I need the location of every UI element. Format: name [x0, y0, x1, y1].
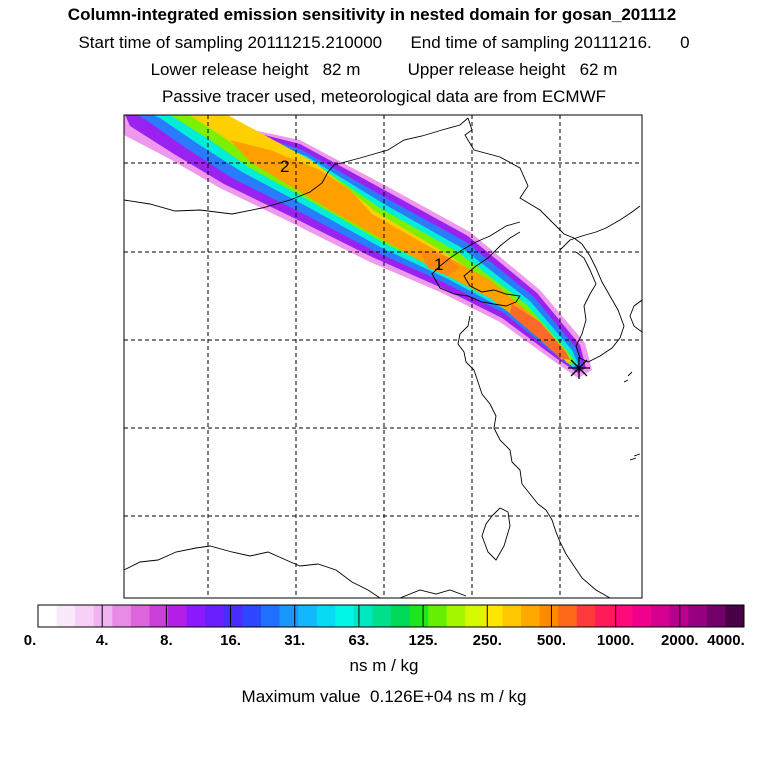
- colorbar-tick-label: 63.: [348, 632, 370, 649]
- colorbar-tick-label: 125.: [408, 632, 438, 649]
- colorbar-swatch: [558, 605, 578, 627]
- colorbar-swatch: [242, 605, 262, 627]
- colorbar-swatch: [446, 605, 466, 627]
- colorbar-swatch: [521, 605, 541, 627]
- maximum-value-text: Maximum value 0.126E+04 ns m / kg: [241, 687, 527, 706]
- colorbar-tick-label: 500.: [536, 632, 567, 649]
- colorbar-swatch: [539, 605, 559, 627]
- colorbar-swatch: [75, 605, 95, 627]
- colorbar-swatch: [688, 605, 708, 627]
- plume-label-2: 2: [280, 157, 289, 176]
- map-area: [124, 115, 642, 598]
- plume-contour-green: [168, 115, 575, 365]
- plume-max-core: [510, 304, 570, 360]
- colorbar-swatch: [576, 605, 596, 627]
- receptor-marker: [568, 357, 590, 379]
- tracer-info-line: Passive tracer used, meteorological data…: [161, 87, 607, 106]
- map-frame: [123, 114, 643, 599]
- colorbar-swatch: [669, 605, 689, 627]
- colorbar-swatch: [502, 605, 522, 627]
- colorbar-swatch: [149, 605, 169, 627]
- colorbar-swatch: [651, 605, 671, 627]
- colorbar-swatch: [186, 605, 206, 627]
- colorbar-swatch: [372, 605, 392, 627]
- colorbar-swatch: [353, 605, 373, 627]
- colorbar-swatch: [130, 605, 150, 627]
- colorbar-swatch: [168, 605, 188, 627]
- colorbar-swatch: [205, 605, 225, 627]
- colorbar-swatch: [613, 605, 634, 627]
- colorbar-swatch: [223, 605, 243, 627]
- colorbar-tick-label: 16.: [220, 632, 241, 649]
- colorbar-tick-label: 2000.: [661, 632, 699, 649]
- colorbar-swatch: [428, 605, 448, 627]
- mongolia-border: [124, 117, 469, 215]
- colorbar-tick-label: 250.: [472, 632, 502, 649]
- colorbar-tick-label: 8.: [160, 632, 173, 649]
- taiwan: [481, 507, 511, 561]
- colorbar-swatch: [725, 605, 745, 627]
- colorbar-tick-label: 31.: [284, 632, 306, 649]
- colorbar-swatch: [465, 605, 485, 627]
- colorbar-swatch: [316, 605, 336, 627]
- plume-contour-orange: [230, 140, 566, 360]
- colorbar-swatch: [38, 605, 58, 627]
- colorbar-swatch: [260, 605, 281, 627]
- china-korea-border: [464, 117, 583, 245]
- graticule: [124, 115, 642, 598]
- colorbar-swatch: [409, 605, 429, 627]
- colorbar-tick-label: 4000.: [707, 632, 745, 649]
- south-border: [399, 589, 467, 598]
- plume-label-1: 1: [434, 255, 443, 274]
- colorbar-swatch: [483, 605, 503, 627]
- colorbar-swatch: [93, 605, 113, 627]
- korea-peninsula: [559, 205, 641, 363]
- colorbar-units: ns m / kg: [349, 656, 419, 675]
- japan-coast: [629, 299, 642, 333]
- plume-contour-blue: [137, 115, 582, 370]
- south-china-coast: [537, 503, 611, 598]
- colorbar-swatch: [391, 605, 411, 627]
- colorbar-swatch: [595, 605, 615, 627]
- sensitivity-plume: [124, 115, 592, 378]
- colorbar-swatch: [335, 605, 355, 627]
- okinawa-islands: [623, 371, 641, 461]
- colorbar-swatch: [706, 605, 726, 627]
- coastlines: [124, 117, 642, 598]
- colorbar-tick-label: 4.: [95, 632, 109, 649]
- bohai-coast: [431, 221, 521, 307]
- colorbar-frame: [37, 604, 745, 628]
- colorbar-swatch: [632, 605, 652, 627]
- figure-title: Column-integrated emission sensitivity i…: [67, 5, 677, 24]
- colorbar-tick-label: 1000.: [596, 632, 635, 649]
- colorbar-tick-label: 0.: [23, 632, 37, 649]
- colorbar-swatch: [56, 605, 76, 627]
- plume-contour-cyan: [153, 115, 578, 367]
- colorbar-swatch: [279, 605, 299, 627]
- colorbar-swatch: [112, 605, 132, 627]
- shandong-coast: [457, 315, 539, 505]
- tibet-border: [124, 545, 381, 598]
- colorbar: [37, 604, 745, 628]
- colorbar-swatch: [298, 605, 318, 627]
- release-height-line: Lower release height 82 m Upper release …: [150, 60, 618, 79]
- plume-max-core-2: [420, 250, 460, 276]
- sampling-time-line: Start time of sampling 20111215.210000 E…: [78, 33, 690, 52]
